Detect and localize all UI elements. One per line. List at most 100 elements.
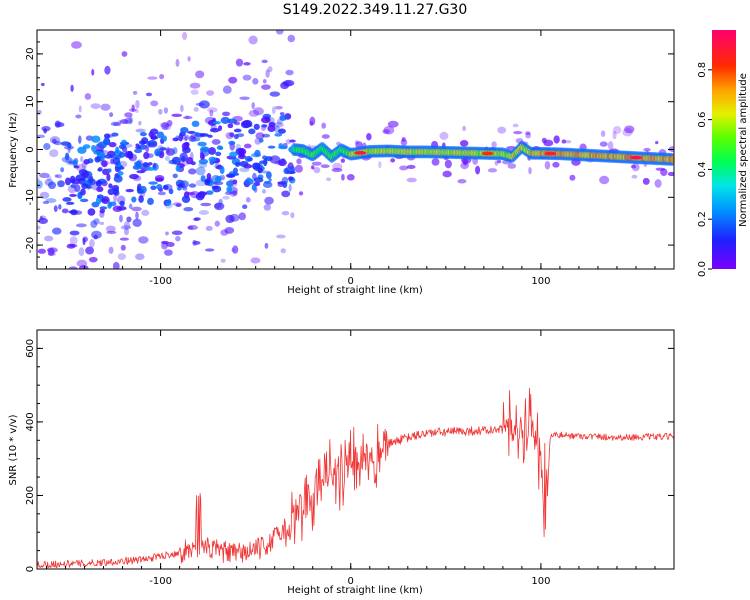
heatmap-cell (38, 217, 48, 224)
heatmap-cell (220, 258, 226, 263)
heatmap-cell (155, 177, 164, 182)
heatmap-cell (265, 17, 276, 25)
heatmap-cell (138, 236, 149, 244)
heatmap-cell (246, 157, 253, 162)
y-tick-label: 0 (25, 566, 36, 572)
heatmap-cell (119, 214, 123, 223)
heatmap-cell (242, 74, 252, 81)
snr-panel: -100 0 100 0 200 400 600 Height of straight li… (8, 329, 675, 596)
heatmap-cell (111, 132, 119, 137)
heatmap-cell (285, 69, 294, 76)
heatmap-cell (220, 116, 231, 124)
heatmap-cell (259, 160, 268, 165)
heatmap-cell (444, 159, 452, 169)
heatmap-cell (166, 199, 172, 204)
heatmap-cell (43, 128, 47, 134)
heatmap-cell (244, 178, 254, 185)
heatmap-cell (159, 73, 165, 80)
heatmap-cell (163, 107, 169, 114)
heatmap-cell (88, 256, 98, 263)
heatmap-cell (459, 139, 469, 147)
heatmap-cell (180, 127, 189, 134)
heatmap-cell (120, 244, 126, 251)
heatmap-cell (37, 225, 41, 230)
heatmap-cell (103, 133, 111, 139)
heatmap-cell (105, 225, 116, 233)
heatmap-cell (127, 150, 134, 159)
heatmap-cell (406, 177, 417, 183)
heatmap-cell (135, 211, 139, 220)
heatmap-cell (171, 113, 183, 117)
heatmap-cell (162, 184, 169, 190)
heatmap-cell (193, 217, 201, 221)
heatmap-cell (126, 216, 132, 223)
heatmap-cell (239, 161, 249, 167)
y-tick-label: 200 (25, 486, 36, 505)
heatmap-cell (42, 200, 50, 205)
heatmap-cell (61, 208, 69, 214)
heatmap-cell (311, 165, 315, 170)
heatmap-cell (346, 174, 355, 181)
heatmap-cell (175, 203, 182, 208)
heatmap-cell (52, 138, 57, 144)
heatmap-cell (145, 92, 153, 97)
heatmap-cell (289, 139, 296, 143)
heatmap-cell (383, 125, 395, 135)
heatmap-cell (101, 160, 108, 168)
heatmap-cell (37, 177, 40, 182)
colorbar-tick-label: 0.6 (697, 112, 708, 128)
y-tick-label: 600 (25, 339, 36, 358)
heatmap-cell (248, 35, 258, 45)
heatmap-cell (199, 133, 209, 137)
heatmap-cell (100, 103, 111, 111)
heatmap-cell (168, 188, 174, 195)
heatmap-cell (112, 157, 121, 166)
heatmap-cell (142, 162, 149, 168)
heatmap-cell (83, 159, 90, 165)
heatmap-cell (106, 173, 111, 182)
heatmap-cell (208, 156, 217, 163)
heatmap-cell (231, 248, 235, 253)
heatmap-cell (208, 147, 217, 155)
heatmap-cell (252, 77, 259, 85)
heatmap-cell (135, 99, 140, 109)
heatmap-cell (569, 174, 576, 181)
heatmap-cell (235, 161, 241, 167)
heatmap-cell (118, 151, 126, 158)
heatmap-cell (78, 135, 82, 144)
heatmap-cell (264, 196, 274, 205)
heatmap-cell (274, 105, 283, 110)
y-tick-label: 0 (25, 146, 36, 152)
heatmap-cell (64, 177, 72, 186)
heatmap-cell (117, 253, 127, 260)
heatmap-cell (139, 131, 147, 137)
heatmap-cell (267, 125, 276, 133)
heatmap-cell (487, 168, 498, 173)
heatmap-cell (225, 173, 236, 178)
heatmap-cell (279, 114, 287, 121)
heatmap-cell (138, 140, 146, 145)
heatmap-cell (261, 59, 268, 64)
x-tick-label: -100 (149, 276, 172, 287)
heatmap-cell (44, 271, 52, 275)
heatmap-cell (233, 134, 239, 140)
heatmap-cell (209, 127, 220, 133)
heatmap-cell (188, 183, 197, 188)
heatmap-cell (187, 225, 194, 230)
heatmap-cell (145, 166, 156, 171)
heatmap-cell (138, 120, 142, 126)
heatmap-cell (175, 165, 181, 172)
heatmap-cell (40, 82, 45, 87)
heatmap-cell (462, 125, 466, 132)
heatmap-cell (321, 134, 330, 139)
heatmap-cell (175, 235, 181, 242)
heatmap-cell (90, 103, 101, 110)
heatmap-cell (150, 100, 159, 107)
heatmap-cell (131, 104, 135, 112)
heatmap-cell (251, 101, 255, 110)
heatmap-cell (281, 190, 291, 198)
heatmap-cell (275, 234, 286, 239)
heatmap-cell (260, 116, 271, 124)
heatmap-cell (82, 237, 86, 246)
